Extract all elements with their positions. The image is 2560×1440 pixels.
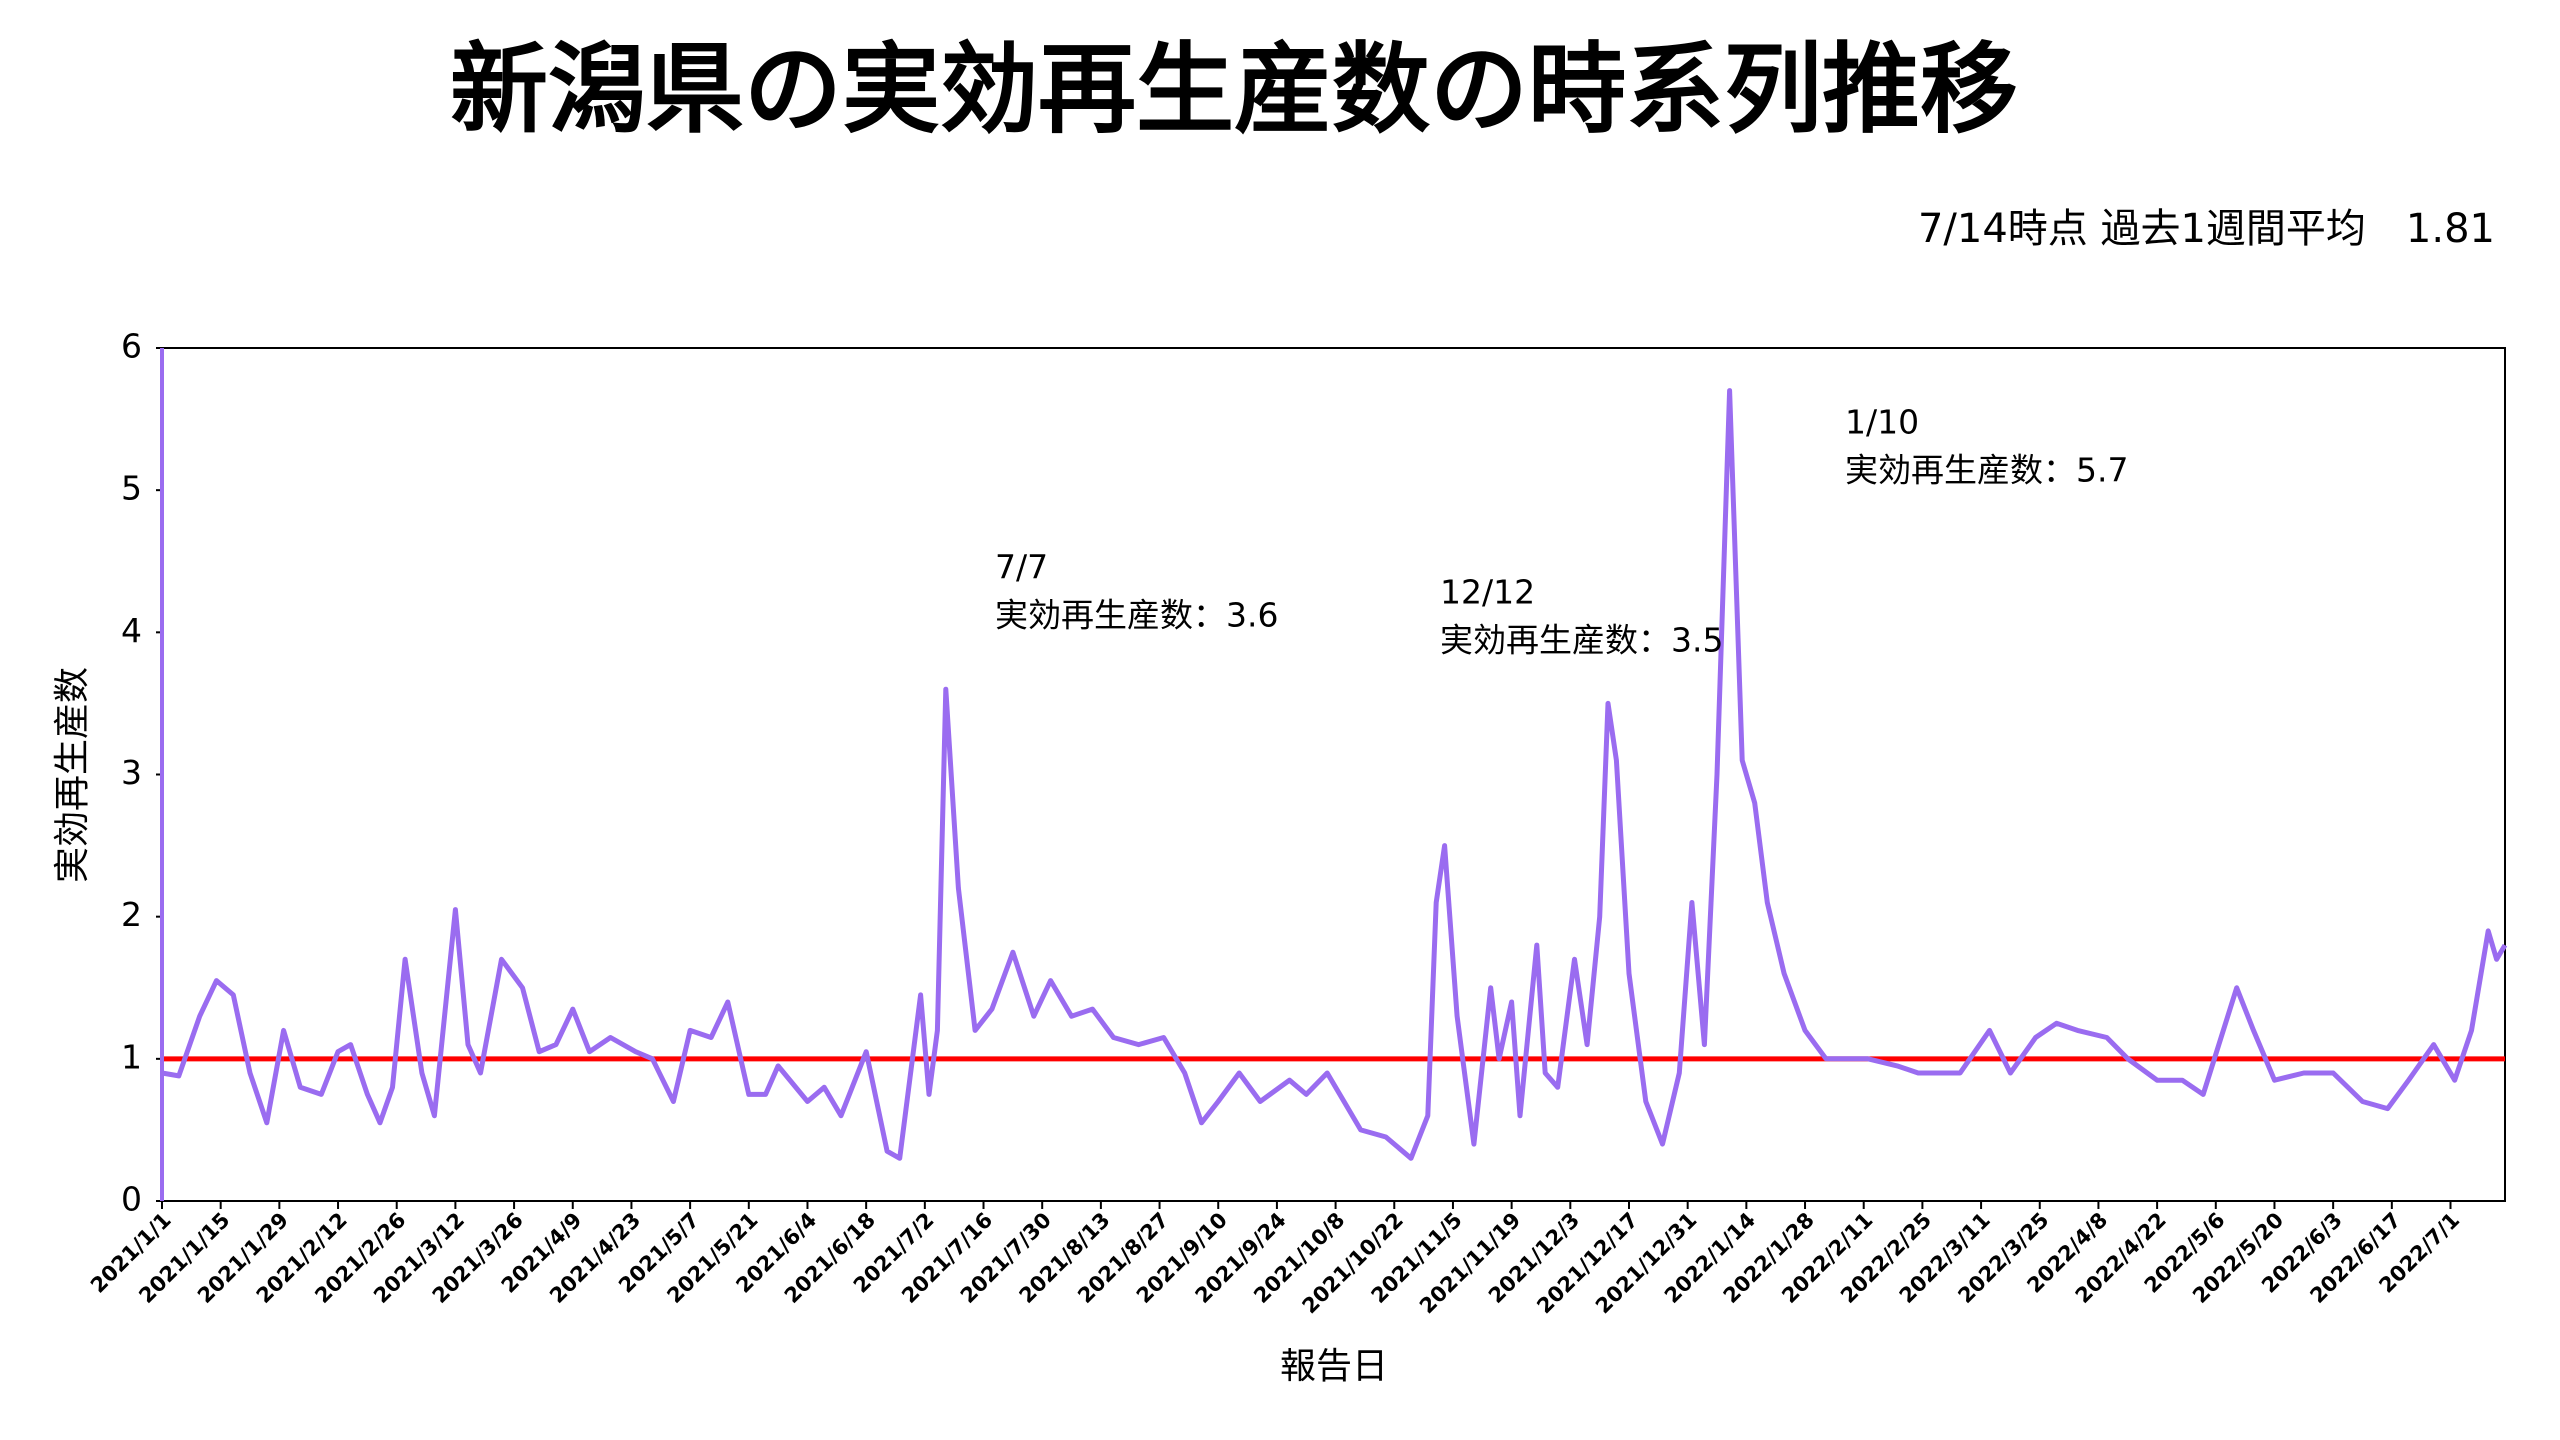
subtitle: 7/14時点 過去1週間平均 1.81 xyxy=(1918,206,2495,252)
annotation: 実効再生産数：3.6 xyxy=(995,596,1278,635)
y-tick-label: 0 xyxy=(121,1180,142,1219)
annotation: 12/12 xyxy=(1440,573,1535,612)
y-tick-label: 6 xyxy=(121,327,142,366)
x-tick-label: 2021/12/17 xyxy=(1532,1208,1642,1318)
annotation: 実効再生産数：3.5 xyxy=(1440,621,1723,660)
annotation: 実効再生産数：5.7 xyxy=(1845,451,2128,490)
x-axis-label: 報告日 xyxy=(1280,1346,1388,1387)
y-tick-label: 4 xyxy=(121,611,142,650)
chart-title: 新潟県の実効再生産数の時系列推移 xyxy=(450,33,2018,147)
x-tick-label: 2021/11/19 xyxy=(1415,1208,1525,1318)
plot-frame xyxy=(161,347,2506,1202)
annotation: 1/10 xyxy=(1845,403,1919,442)
annotation: 7/7 xyxy=(995,548,1048,587)
x-tick-label: 2021/12/31 xyxy=(1591,1208,1701,1318)
y-tick-label: 1 xyxy=(121,1037,142,1076)
y-axis-label: 実効再生産数 xyxy=(52,667,93,883)
x-tick-label: 2021/10/22 xyxy=(1298,1208,1408,1318)
y-tick-label: 5 xyxy=(121,469,142,508)
y-tick-label: 3 xyxy=(121,753,142,792)
data-line xyxy=(161,388,2508,1161)
y-tick-label: 2 xyxy=(121,895,142,934)
